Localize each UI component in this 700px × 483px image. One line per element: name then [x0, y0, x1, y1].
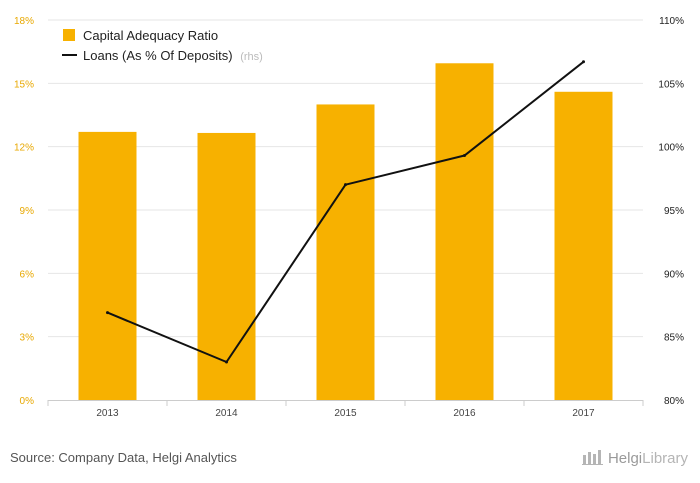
x-tick-label: 2013	[96, 408, 119, 419]
legend-rhs-tag: (rhs)	[240, 51, 263, 63]
brand-name-part2: Library	[642, 450, 688, 467]
axes: 0% 80% 3% 85% 6% 90% 9% 95% 12% 100% 15% 105% 18% 110…	[14, 16, 684, 419]
y-right-tick-label: 90%	[664, 269, 684, 280]
legend-bar-swatch	[63, 29, 75, 41]
y-left-tick-label: 15%	[14, 79, 34, 90]
y-right-tick-label: 100%	[658, 143, 684, 154]
legend-line-text: Loans (As % Of Deposits) (rhs)	[83, 48, 263, 63]
x-tick-label: 2016	[453, 408, 476, 419]
legend: Capital Adequacy Ratio Loans (As % Of De…	[62, 28, 263, 63]
y-right-tick-label: 85%	[664, 333, 684, 344]
bar	[316, 104, 375, 400]
brand-name-part1: Helgi	[607, 450, 643, 467]
y-left-tick-label: 18%	[14, 16, 34, 27]
y-left-tick-label: 9%	[20, 206, 35, 217]
line-point	[106, 311, 109, 315]
chart: 0% 80% 3% 85% 6% 90% 9% 95% 12% 100% 15% 105% 18% 110…	[14, 16, 684, 419]
brand-logo: HelgiLibrary	[581, 449, 688, 467]
line-point	[344, 183, 347, 187]
y-right-tick-label: 80%	[664, 396, 684, 407]
y-left-tick-label: 6%	[20, 269, 35, 280]
bar	[554, 91, 613, 401]
x-tick-label: 2015	[334, 408, 357, 419]
y-left-tick-label: 12%	[14, 143, 34, 154]
line-series-loans-to-deposits	[106, 60, 585, 364]
line-point	[463, 154, 466, 158]
bar	[435, 63, 494, 401]
y-right-tick-label: 95%	[664, 206, 684, 217]
legend-line-label: Loans (As % Of Deposits)	[83, 48, 233, 63]
line-point	[582, 60, 585, 64]
source-note: Source: Company Data, Helgi Analytics	[10, 450, 237, 465]
bar-series-capital-adequacy	[78, 63, 613, 401]
line-point	[225, 360, 228, 364]
bar	[78, 131, 137, 400]
y-right-tick-label: 110%	[659, 16, 684, 27]
library-icon	[581, 450, 603, 465]
x-tick-label: 2014	[215, 408, 238, 419]
bar	[197, 132, 256, 400]
y-left-tick-label: 0%	[20, 396, 35, 407]
x-tick-label: 2017	[572, 408, 595, 419]
legend-bar-label: Capital Adequacy Ratio	[83, 28, 218, 43]
y-left-tick-label: 3%	[20, 333, 35, 344]
y-right-tick-label: 105%	[658, 79, 684, 90]
